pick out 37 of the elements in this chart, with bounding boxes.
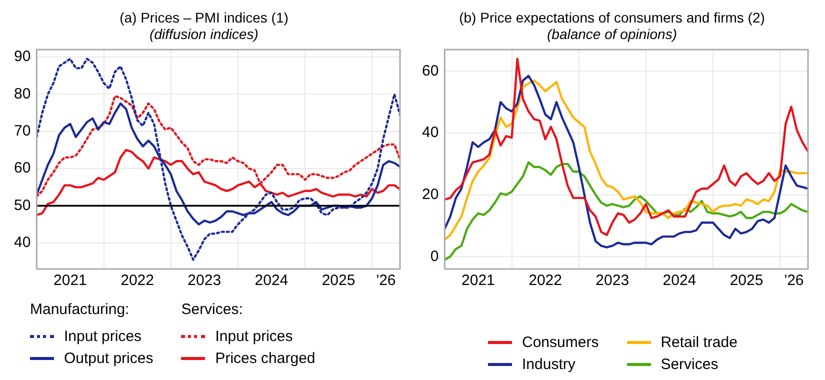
y-tick-label: 60 xyxy=(14,160,31,177)
chart-subtitle: (diffusion indices) xyxy=(150,26,258,42)
x-tick-label: 2025 xyxy=(322,272,356,290)
x-tick-label: 2025 xyxy=(730,272,764,290)
legend-label: Consumers xyxy=(522,334,599,350)
legend-label: Input prices xyxy=(64,328,142,344)
legend-label: Prices charged xyxy=(215,350,316,366)
y-tick-label: 60 xyxy=(422,62,439,80)
y-tick-label: 90 xyxy=(14,48,31,66)
y-tick-label: 40 xyxy=(422,124,439,142)
chart-title: (a) Prices – PMI indices (1) xyxy=(120,9,288,26)
x-tick-label: 2022 xyxy=(120,272,154,290)
legend-label: Industry xyxy=(522,356,576,372)
x-tick-label: 2024 xyxy=(254,272,288,290)
legend-label: Services xyxy=(660,356,718,372)
x-tick-label: '26 xyxy=(784,272,804,290)
x-tick-label: 2023 xyxy=(188,272,222,290)
y-tick-label: 0 xyxy=(430,248,439,265)
x-tick-label: 2023 xyxy=(596,272,630,290)
text: Manufacturing: xyxy=(30,301,130,318)
x-tick-label: 2021 xyxy=(462,272,495,290)
y-tick-label: 70 xyxy=(14,122,31,140)
legend-label: Output prices xyxy=(64,350,154,366)
x-tick-label: 2021 xyxy=(54,272,87,290)
chart-title: (b) Price expectations of consumers and firms (2) xyxy=(459,9,765,26)
chart-subtitle: (balance of opinions) xyxy=(547,26,677,42)
x-tick-label: 2022 xyxy=(528,272,562,290)
text: Services: xyxy=(181,301,243,318)
y-tick-label: 80 xyxy=(14,85,31,102)
x-tick-label: '26 xyxy=(376,272,396,290)
x-tick-label: 2024 xyxy=(662,272,696,290)
y-tick-label: 40 xyxy=(14,234,31,252)
line-series xyxy=(36,58,400,261)
y-tick-label: 20 xyxy=(422,186,439,203)
legend-label: Input prices xyxy=(215,328,293,344)
legend-label: Retail trade xyxy=(660,334,738,350)
y-tick-label: 50 xyxy=(14,196,31,214)
